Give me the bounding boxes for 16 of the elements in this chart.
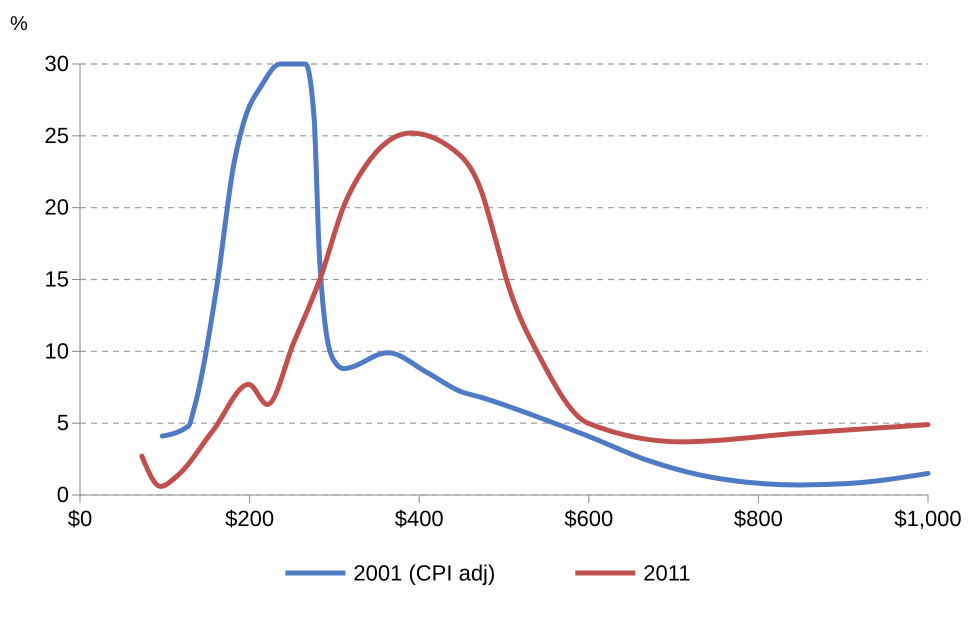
x-tick-label: $600 (564, 506, 614, 531)
y-tick-label: 0 (56, 482, 69, 508)
y-tick-label: 10 (44, 338, 69, 364)
legend-label: 2011 (643, 560, 691, 586)
x-tick-label: $800 (734, 506, 783, 531)
y-axis-title: % (10, 13, 28, 35)
legend-label: 2001 (CPI adj) (353, 560, 496, 586)
y-tick-label: 30 (44, 51, 69, 76)
y-tick-label: 20 (44, 194, 69, 220)
x-tick-label: $400 (394, 506, 444, 531)
y-tick-label: 5 (56, 410, 69, 436)
x-tick-label: $0 (68, 506, 92, 531)
y-tick-label: 15 (44, 266, 69, 292)
y-tick-label: 25 (44, 122, 69, 148)
x-tick-label: $1,000 (894, 506, 962, 531)
x-tick-label: $200 (225, 506, 274, 531)
